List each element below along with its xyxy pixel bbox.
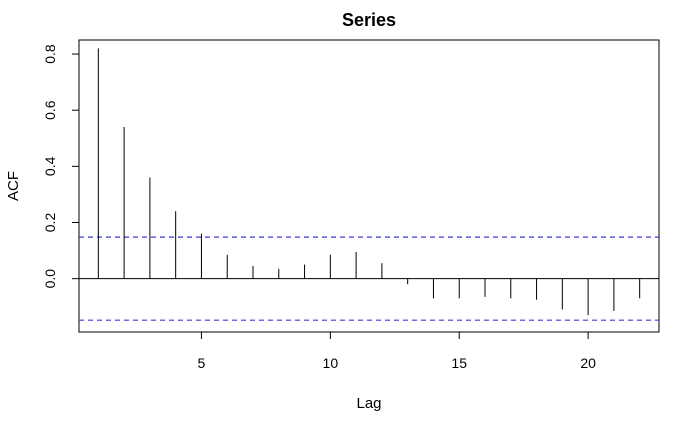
chart-title: Series	[342, 10, 396, 30]
y-tick-label: 0.2	[42, 213, 58, 233]
plot-frame	[78, 39, 660, 333]
y-tick-label: 0.8	[42, 44, 58, 64]
y-axis-label: ACF	[5, 171, 22, 201]
y-tick-label: 0.0	[42, 269, 58, 289]
x-tick-label: 20	[580, 355, 596, 371]
x-tick-label: 15	[451, 355, 467, 371]
y-tick-label: 0.4	[42, 156, 58, 176]
x-axis-label: Lag	[356, 395, 381, 412]
x-tick-label: 5	[198, 355, 206, 371]
y-tick-label: 0.6	[42, 100, 58, 120]
x-tick-label: 10	[323, 355, 339, 371]
